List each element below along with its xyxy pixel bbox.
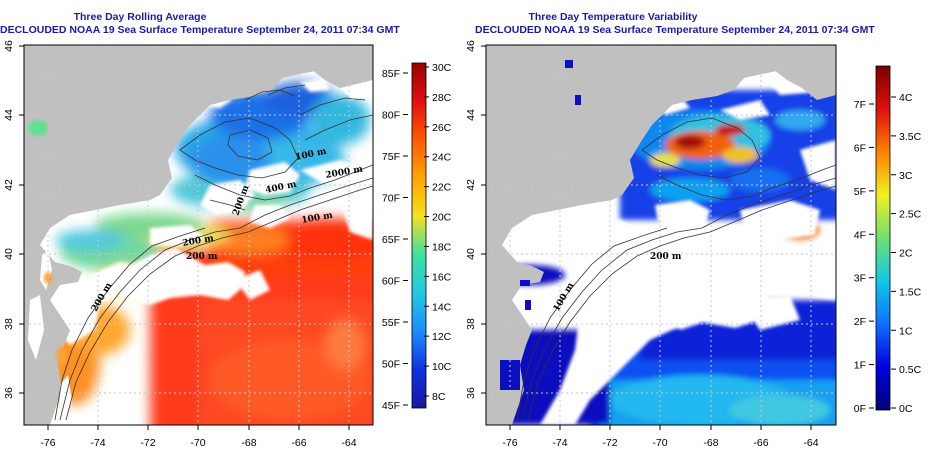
left-colorbar: 85F 80F 75F 70F 65F 60F 55F 50F 45F 30C 28C 26C 24C… [382, 62, 452, 412]
colorbar-tick-label: 1.5C [899, 286, 922, 298]
colorbar-tick-label: 2.5C [899, 209, 922, 221]
colorbar-tick-label: 24C [432, 152, 452, 164]
x-tick-label: -76 [502, 437, 517, 449]
right-map-title: Three Day Temperature Variability [528, 11, 698, 23]
colorbar-tick-label: 3.5C [899, 131, 922, 143]
y-tick-label: 46 [3, 40, 15, 52]
colorbar-tick-label: 2F [854, 316, 866, 328]
colorbar-tick-label: 3C [899, 170, 913, 182]
colorbar-tick-label: 8C [432, 391, 446, 403]
colorbar-tick-label: 18C [432, 241, 452, 253]
colorbar-tick-label: 6F [854, 142, 866, 154]
colorbar-tick-label: 4F [854, 229, 866, 241]
left-sst-map: 100 m 200 m 2000 m 400 m 200 m 200 m 200… [24, 45, 373, 425]
left-map-title: Three Day Rolling Average [73, 11, 207, 23]
y-tick-label: 36 [465, 387, 477, 399]
colorbar-tick-label: 85F [382, 68, 400, 80]
right-variability-map: 200 m 100 m [486, 45, 836, 425]
colorbar-tick-label: 60F [382, 276, 400, 288]
x-tick-label: -64 [341, 437, 356, 449]
colorbar-tick-label: 55F [382, 317, 400, 329]
colorbar-tick-label: 80F [382, 110, 400, 122]
y-tick-label: 40 [3, 248, 15, 260]
colorbar-tick-label: 7F [854, 99, 866, 111]
contour-label: 200 m [186, 252, 218, 262]
x-tick-label: -74 [552, 437, 567, 449]
contour-label: 200 m [650, 252, 682, 262]
colorbar-tick-label: 26C [432, 122, 452, 134]
colorbar-tick-label: 10C [432, 361, 452, 373]
colorbar-tick-label: 22C [432, 182, 452, 194]
colorbar-tick-label: 5F [854, 186, 866, 198]
colorbar-tick-label: 28C [432, 92, 452, 104]
colorbar-tick-label: 1C [899, 325, 913, 337]
colorbar-tick-label: 70F [382, 193, 400, 205]
colorbar-tick-label: 20C [432, 212, 452, 224]
colorbar-tick-label: 16C [432, 271, 452, 283]
y-tick-label: 44 [3, 109, 15, 121]
x-tick-label: -70 [190, 437, 205, 449]
x-tick-label: -72 [602, 437, 617, 449]
y-tick-label: 46 [465, 40, 477, 52]
y-tick-label: 42 [3, 179, 15, 191]
land-mass [24, 45, 373, 425]
x-tick-label: -68 [703, 437, 718, 449]
y-tick-label: 40 [465, 248, 477, 260]
x-tick-label: -74 [90, 437, 105, 449]
colorbar-tick-label: 45F [382, 400, 400, 412]
x-tick-label: -68 [241, 437, 256, 449]
y-tick-label: 42 [465, 179, 477, 191]
colorbar-tick-label: 1F [854, 360, 866, 372]
y-tick-label: 38 [465, 318, 477, 330]
colorbar-tick-label: 14C [432, 301, 452, 313]
colorbar-tick-label: 3F [854, 273, 866, 285]
colorbar-tick-label: 12C [432, 331, 452, 343]
right-colorbar: 7F 6F 5F 4F 3F 2F 1F 0F 4C 3.5C 3C 2.5C 2C 1.5C 1C 0.5… [854, 65, 922, 415]
colorbar-tick-label: 30C [432, 62, 452, 74]
colorbar-tick-label: 2C [899, 248, 913, 260]
y-tick-label: 38 [3, 318, 15, 330]
colorbar-tick-label: 65F [382, 234, 400, 246]
colorbar-tick-label: 50F [382, 359, 400, 371]
colorbar-tick-label: 0.5C [899, 364, 922, 376]
y-tick-label: 44 [465, 109, 477, 121]
x-tick-label: -76 [40, 437, 55, 449]
x-tick-label: -72 [140, 437, 155, 449]
x-tick-label: -70 [652, 437, 667, 449]
x-tick-label: -66 [753, 437, 768, 449]
y-tick-label: 36 [3, 387, 15, 399]
colorbar-tick-label: 0F [854, 403, 866, 415]
x-tick-label: -66 [291, 437, 306, 449]
colorbar-tick-label: 4C [899, 92, 913, 104]
x-tick-label: -64 [803, 437, 818, 449]
colorbar-tick-label: 0C [899, 403, 913, 415]
colorbar-tick-label: 75F [382, 151, 400, 163]
